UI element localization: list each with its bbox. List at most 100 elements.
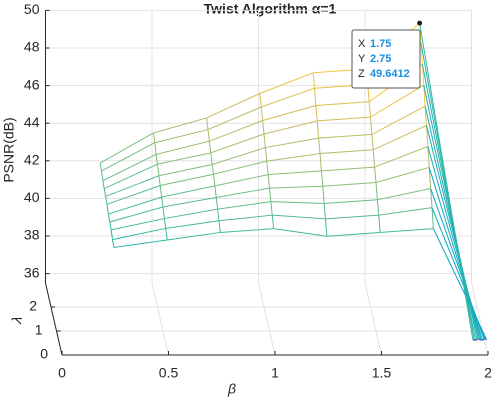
mesh-edge (315, 101, 370, 106)
mesh-edge (112, 239, 115, 248)
mesh-edge (165, 220, 220, 229)
mesh-edge (371, 105, 426, 135)
chart-title: Twist Algorithm α=1 (204, 1, 337, 17)
mesh-edge (218, 214, 273, 222)
mesh-edge (217, 201, 271, 210)
mesh-edge (263, 120, 318, 135)
mesh-edge (380, 228, 434, 233)
mesh-edge (162, 206, 165, 219)
x-tick-label: 1 (271, 365, 279, 381)
mesh-edge (374, 145, 429, 168)
mesh-edge (321, 166, 375, 172)
mesh-edge (317, 116, 371, 122)
mesh-edge (159, 185, 163, 198)
mesh-edge (152, 132, 156, 143)
mesh-edge (164, 208, 218, 220)
mesh-edge (216, 187, 270, 199)
mesh-edge (156, 140, 210, 155)
mesh-edge (105, 175, 160, 197)
mesh-edge (213, 174, 216, 186)
mesh-edge (315, 105, 318, 121)
mesh-edge (378, 215, 381, 233)
mesh-edge (323, 203, 326, 219)
mesh-edge (273, 228, 327, 237)
mesh-edge (426, 125, 429, 147)
mesh-edge (268, 170, 322, 176)
mesh-edge (214, 174, 269, 187)
mesh-edge (162, 197, 217, 208)
mesh-edge (374, 167, 377, 183)
mesh-edge (206, 117, 209, 130)
mesh-edge (376, 199, 380, 216)
mesh-edge (419, 23, 474, 340)
mesh-edge (106, 204, 109, 215)
mesh-edge (217, 209, 220, 221)
mesh-edge (110, 229, 113, 240)
mesh-edge (427, 146, 430, 168)
axes: 0 0.5 1 1.5 2 0 1 2 36 38 40 42 44 46 48 50 (24, 1, 492, 381)
z-tick-label: 36 (24, 264, 40, 280)
mesh-edge (370, 84, 425, 118)
y-tick-label: 2 (29, 298, 37, 314)
mesh-edge (265, 137, 319, 149)
mesh-edge (99, 132, 154, 164)
mesh-edge (322, 186, 325, 204)
mesh-edge (155, 154, 158, 165)
mesh-edge (261, 87, 315, 108)
mesh-edge (209, 120, 263, 142)
mesh-edge (160, 173, 214, 187)
mesh-edge (111, 218, 165, 231)
mesh-edge (109, 221, 112, 230)
mesh-edge (154, 129, 209, 144)
mesh-edge (161, 185, 215, 198)
mesh-edge (161, 197, 164, 207)
mesh-edge (207, 106, 262, 131)
y-axis (45, 282, 63, 356)
mesh-edge (158, 175, 161, 186)
datatip: X 1.75 Y 2.75 Z 49.6412 (351, 29, 421, 89)
z-tick-label: 38 (24, 227, 40, 243)
grid-line (471, 282, 489, 356)
z-tick-label: 42 (24, 152, 40, 168)
mesh-edge (157, 152, 211, 165)
mesh-edge (103, 188, 107, 197)
mesh-edge (271, 215, 275, 229)
mesh-edge (210, 152, 213, 165)
mesh-edge (326, 231, 381, 237)
mesh-edge (267, 174, 270, 189)
datatip-z: 49.6412 (370, 68, 410, 80)
mesh-edge (368, 101, 371, 118)
mesh-edge (324, 199, 378, 205)
mesh-edge (262, 120, 265, 135)
z-tick-label: 44 (24, 114, 40, 130)
mesh-edge (319, 149, 374, 155)
mesh-edge (101, 170, 104, 181)
mesh-edge (260, 106, 264, 121)
mesh-edge (426, 125, 481, 340)
mesh-edge (167, 231, 221, 241)
mesh-edge (105, 196, 108, 205)
mesh-edge (266, 161, 269, 175)
mesh-edge (259, 72, 314, 94)
grid (45, 9, 489, 356)
mesh-edge (102, 153, 157, 182)
mesh-edge (101, 142, 155, 172)
mesh-edge (270, 201, 325, 205)
mesh-edge (269, 188, 272, 202)
mesh-edge (208, 141, 212, 153)
datatip-y: 2.75 (370, 53, 391, 65)
datatip-z-name: Z (358, 68, 365, 80)
mesh-edge (262, 104, 317, 122)
mesh-edge (158, 163, 213, 177)
mesh-edge (107, 213, 111, 223)
mesh-edge (370, 117, 373, 135)
mesh-edge (270, 201, 273, 216)
mesh-edge (377, 187, 431, 201)
mesh-edge (430, 188, 433, 208)
z-tick-label: 48 (24, 39, 40, 55)
mesh-edge (206, 93, 261, 119)
mesh-edge (102, 180, 105, 189)
mesh-edge (431, 207, 434, 229)
grid-line (364, 282, 382, 356)
